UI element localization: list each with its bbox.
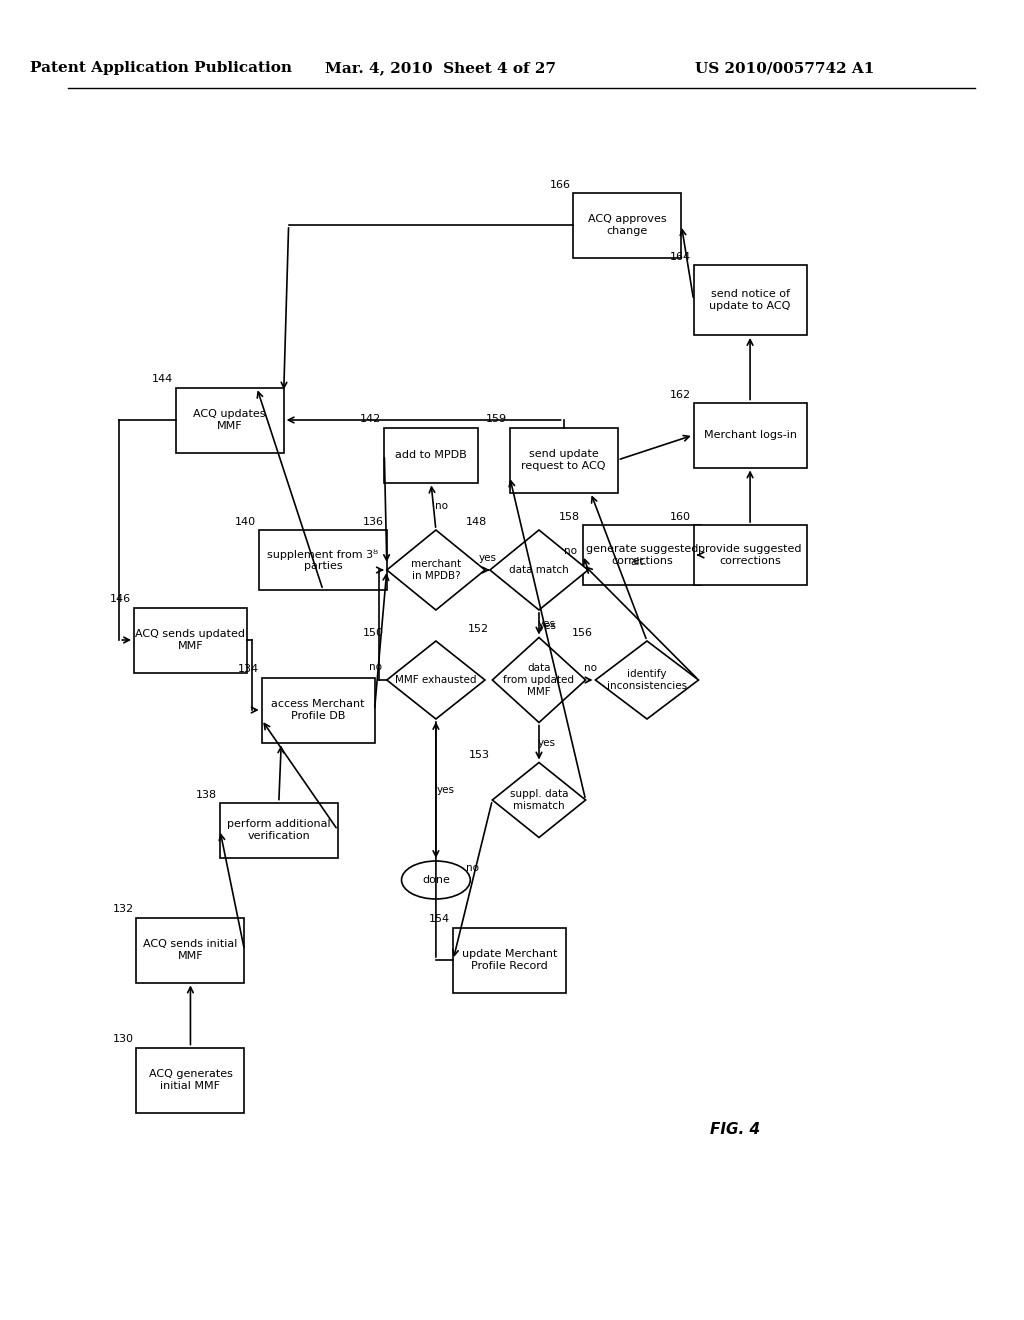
Text: 156: 156 <box>571 628 593 638</box>
Bar <box>583 525 701 585</box>
Text: perform additional
verification: perform additional verification <box>227 820 331 841</box>
Text: generate suggested
corrections: generate suggested corrections <box>586 544 698 566</box>
Text: 132: 132 <box>113 904 133 915</box>
Text: ACQ sends initial
MMF: ACQ sends initial MMF <box>143 940 238 961</box>
Text: 158: 158 <box>559 512 581 521</box>
Text: provide suggested
corrections: provide suggested corrections <box>698 544 802 566</box>
Bar <box>693 403 807 467</box>
Text: yes: yes <box>436 785 455 795</box>
Text: Merchant logs-in: Merchant logs-in <box>703 430 797 440</box>
Text: no: no <box>435 502 447 511</box>
Text: 148: 148 <box>466 517 487 527</box>
Text: 146: 146 <box>110 594 131 605</box>
Text: 150: 150 <box>362 628 384 638</box>
Text: 136: 136 <box>362 517 384 527</box>
Text: send update
request to ACQ: send update request to ACQ <box>521 449 606 471</box>
Bar <box>220 803 338 858</box>
Text: ACQ sends updated
MMF: ACQ sends updated MMF <box>135 630 246 651</box>
Text: ACQ updates
MMF: ACQ updates MMF <box>194 409 266 430</box>
Text: FIG. 4: FIG. 4 <box>711 1122 761 1138</box>
Text: 134: 134 <box>238 664 259 675</box>
Bar <box>259 531 387 590</box>
Ellipse shape <box>401 861 470 899</box>
Text: US 2010/0057742 A1: US 2010/0057742 A1 <box>694 61 874 75</box>
Bar <box>176 388 284 453</box>
Text: yes: yes <box>478 553 497 564</box>
Text: yes: yes <box>539 622 557 631</box>
Text: access Merchant
Profile DB: access Merchant Profile DB <box>271 700 365 721</box>
Polygon shape <box>595 642 698 719</box>
Text: 164: 164 <box>670 252 690 261</box>
Bar <box>693 525 807 585</box>
Text: merchant
in MPDB?: merchant in MPDB? <box>411 560 461 581</box>
Bar <box>693 265 807 335</box>
Bar <box>384 428 477 483</box>
Text: send notice of
update to ACQ: send notice of update to ACQ <box>710 289 791 310</box>
Text: ACQ generates
initial MMF: ACQ generates initial MMF <box>148 1069 232 1090</box>
Text: yes: yes <box>538 738 556 747</box>
Polygon shape <box>493 763 586 837</box>
Text: no: no <box>369 663 382 672</box>
Text: Mar. 4, 2010  Sheet 4 of 27: Mar. 4, 2010 Sheet 4 of 27 <box>326 61 556 75</box>
Bar <box>136 1048 245 1113</box>
Polygon shape <box>387 531 485 610</box>
Text: 138: 138 <box>196 789 217 800</box>
Text: done: done <box>422 875 450 884</box>
Text: 130: 130 <box>113 1035 133 1044</box>
Text: no: no <box>466 863 479 873</box>
Text: MMF exhausted: MMF exhausted <box>395 675 476 685</box>
Text: no: no <box>564 545 578 556</box>
Bar <box>261 677 375 742</box>
Bar <box>573 193 681 257</box>
Text: 152: 152 <box>468 624 489 635</box>
Text: add to MPDB: add to MPDB <box>395 450 467 459</box>
Text: supplement from 3ᴽ
parties: supplement from 3ᴽ parties <box>267 549 379 572</box>
Text: identify
inconsistencies: identify inconsistencies <box>607 669 687 690</box>
Text: yes: yes <box>538 619 556 628</box>
Text: 153: 153 <box>468 750 489 759</box>
Text: alt.: alt. <box>630 557 647 566</box>
Text: Patent Application Publication: Patent Application Publication <box>30 61 292 75</box>
Text: data
from updated
MMF: data from updated MMF <box>504 664 574 697</box>
Polygon shape <box>489 531 588 610</box>
Bar <box>453 928 566 993</box>
Text: 159: 159 <box>485 414 507 425</box>
Text: update Merchant
Profile Record: update Merchant Profile Record <box>462 949 557 970</box>
Bar <box>510 428 617 492</box>
Text: ACQ approves
change: ACQ approves change <box>588 214 667 236</box>
Text: 154: 154 <box>429 915 451 924</box>
Bar <box>134 607 247 672</box>
Text: 142: 142 <box>360 414 381 425</box>
Text: data match: data match <box>509 565 569 576</box>
Text: 144: 144 <box>152 375 173 384</box>
Text: 162: 162 <box>670 389 690 400</box>
Text: suppl. data
mismatch: suppl. data mismatch <box>510 789 568 810</box>
Polygon shape <box>493 638 586 722</box>
Text: 160: 160 <box>670 512 690 521</box>
Bar <box>136 917 245 982</box>
Text: 166: 166 <box>550 180 570 190</box>
Polygon shape <box>387 642 485 719</box>
Text: no: no <box>584 663 597 673</box>
Text: 140: 140 <box>236 517 256 527</box>
